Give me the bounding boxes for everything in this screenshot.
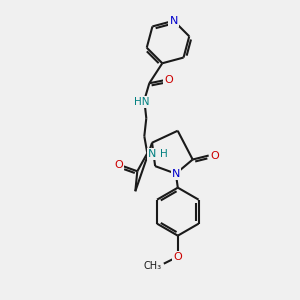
Text: O: O bbox=[173, 252, 182, 262]
Text: H: H bbox=[160, 149, 168, 159]
Text: CH₃: CH₃ bbox=[144, 261, 162, 271]
Text: HN: HN bbox=[134, 97, 149, 107]
Text: N: N bbox=[172, 169, 180, 179]
Text: O: O bbox=[164, 75, 173, 85]
Text: O: O bbox=[114, 160, 123, 170]
Text: N: N bbox=[148, 149, 157, 159]
Text: N: N bbox=[169, 16, 178, 26]
Text: O: O bbox=[210, 151, 219, 160]
